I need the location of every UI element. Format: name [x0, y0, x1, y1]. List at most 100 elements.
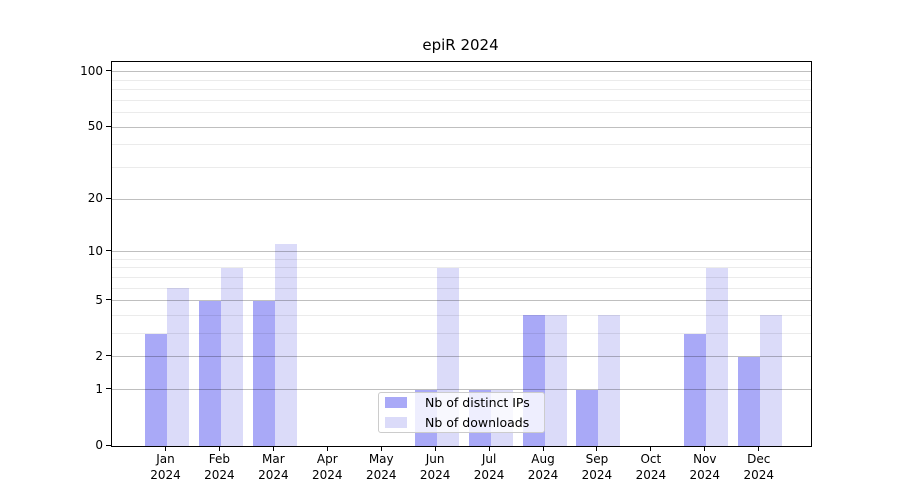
legend-swatch-distinct-ips: [385, 397, 407, 408]
plot-area: [111, 61, 812, 447]
x-tick-label-may: May 2024: [351, 451, 411, 483]
x-tick-year: 2024: [743, 468, 774, 482]
bar-nov-distinct-ips: [684, 333, 707, 446]
x-tick-year: 2024: [635, 468, 667, 482]
bar-mar-downloads: [274, 244, 297, 446]
x-tick-year: 2024: [419, 468, 451, 482]
y-tick-label: 1: [95, 381, 103, 396]
y-tick-label: 20: [87, 191, 103, 206]
x-tick-year: 2024: [689, 468, 721, 482]
x-tick-month: Oct: [640, 452, 662, 466]
minor-gridline: [112, 99, 811, 101]
major-gridline: [112, 198, 811, 200]
y-tick-mark: [106, 70, 111, 72]
major-gridline: [112, 126, 811, 128]
x-tick-month: Jan: [156, 452, 175, 466]
x-tick-mark: [272, 446, 274, 451]
x-tick-month: Nov: [693, 452, 717, 466]
x-tick-label-jan: Jan 2024: [136, 451, 196, 483]
y-tick-mark: [106, 444, 111, 446]
x-tick-label-oct: Oct 2024: [621, 451, 681, 483]
y-tick-label: 100: [80, 63, 103, 78]
x-tick-label-dec: Dec 2024: [729, 451, 789, 483]
x-tick-mark: [542, 446, 544, 451]
bar-aug-downloads: [544, 315, 567, 446]
x-tick-month: Dec: [747, 452, 771, 466]
y-tick-mark: [106, 388, 111, 390]
major-gridline: [112, 389, 811, 391]
x-tick-label-mar: Mar 2024: [243, 451, 303, 483]
minor-gridline: [112, 267, 811, 269]
x-tick-mark: [488, 446, 490, 451]
bar-jan-distinct-ips: [145, 333, 167, 446]
x-tick-month: Jul: [481, 452, 497, 466]
minor-gridline: [112, 79, 811, 81]
bar-feb-distinct-ips: [198, 300, 221, 446]
y-tick-label: 50: [87, 119, 103, 134]
y-tick-label: 10: [87, 243, 103, 258]
y-tick-label: 2: [95, 348, 103, 363]
bar-dec-distinct-ips: [738, 356, 761, 446]
x-tick-label-feb: Feb 2024: [189, 451, 249, 483]
x-tick-month: Sep: [585, 452, 609, 466]
x-tick-month: Feb: [208, 452, 231, 466]
y-tick-mark: [106, 125, 111, 127]
y-tick-mark: [106, 299, 111, 301]
x-tick-year: 2024: [581, 468, 613, 482]
x-tick-label-jul: Jul 2024: [459, 451, 519, 483]
x-tick-month: Jun: [425, 452, 445, 466]
major-gridline: [112, 300, 811, 302]
y-tick-label: 0: [95, 438, 103, 452]
x-tick-year: 2024: [258, 468, 289, 482]
x-tick-mark: [380, 446, 382, 451]
major-gridline: [112, 251, 811, 253]
x-tick-mark: [165, 446, 166, 451]
y-tick-label: 5: [95, 292, 103, 307]
minor-gridline: [112, 89, 811, 91]
x-tick-month: May: [368, 452, 394, 466]
bar-sep-distinct-ips: [576, 389, 599, 446]
x-tick-month: Mar: [262, 452, 285, 466]
x-tick-year: 2024: [150, 468, 181, 482]
x-tick-mark: [326, 446, 328, 451]
legend-label-downloads: Nb of downloads: [425, 415, 530, 430]
x-tick-label-jun: Jun 2024: [405, 451, 465, 483]
x-tick-month: Aug: [531, 452, 555, 466]
legend: Nb of distinct IPs Nb of downloads: [378, 392, 545, 433]
minor-gridline: [112, 287, 811, 289]
x-tick-mark: [218, 446, 220, 451]
major-gridline: [112, 356, 811, 358]
x-tick-year: 2024: [473, 468, 505, 482]
x-tick-year: 2024: [312, 468, 343, 482]
x-tick-mark: [434, 446, 436, 451]
minor-gridline: [112, 166, 811, 168]
x-tick-year: 2024: [204, 468, 235, 482]
x-tick-label-nov: Nov 2024: [675, 451, 735, 483]
x-tick-label-aug: Aug 2024: [513, 451, 573, 483]
y-tick-mark: [106, 355, 111, 357]
x-tick-label-apr: Apr 2024: [297, 451, 357, 483]
legend-item-distinct-ips: Nb of distinct IPs: [385, 395, 544, 410]
bar-dec-downloads: [760, 315, 783, 446]
chart-title: epiR 2024: [422, 36, 499, 54]
legend-item-downloads: Nb of downloads: [385, 415, 544, 430]
y-tick-mark: [106, 197, 111, 199]
x-tick-mark: [596, 446, 598, 451]
y-tick-mark: [106, 250, 111, 252]
major-gridline: [112, 71, 811, 73]
bar-sep-downloads: [598, 315, 621, 446]
x-tick-year: 2024: [527, 468, 559, 482]
bar-mar-distinct-ips: [252, 300, 275, 446]
x-tick-mark: [650, 446, 652, 451]
minor-gridline: [112, 258, 811, 260]
x-tick-year: 2024: [365, 468, 397, 482]
bar-nov-downloads: [706, 267, 729, 446]
x-tick-label-sep: Sep 2024: [567, 451, 627, 483]
bar-jan-downloads: [167, 288, 189, 446]
minor-gridline: [112, 314, 811, 316]
bar-feb-downloads: [220, 267, 243, 446]
legend-label-distinct-ips: Nb of distinct IPs: [425, 395, 530, 410]
minor-gridline: [112, 276, 811, 278]
x-tick-mark: [704, 446, 706, 451]
